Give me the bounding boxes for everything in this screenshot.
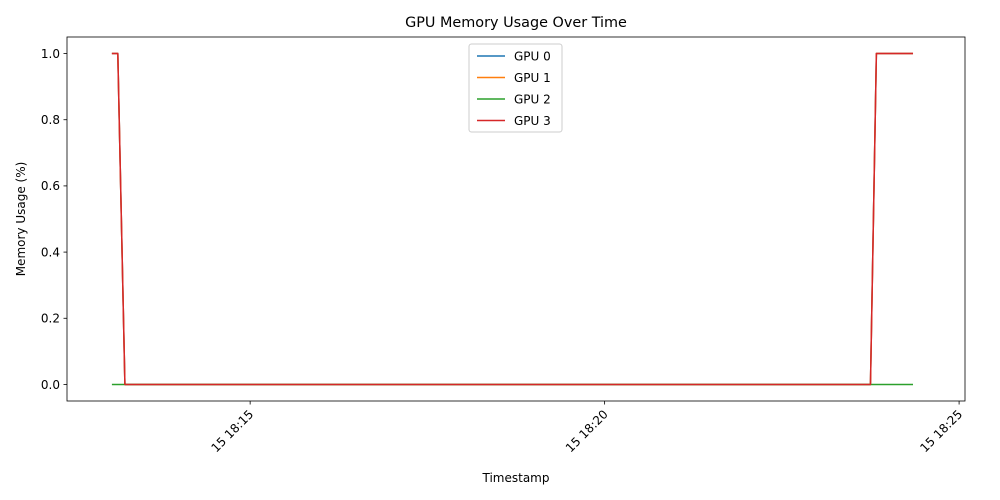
y-axis-title: Memory Usage (%): [14, 162, 28, 277]
legend-label-gpu-2: GPU 2: [514, 92, 551, 106]
x-axis-title: Timestamp: [482, 471, 550, 485]
y-tick-label: 0.4: [41, 245, 60, 259]
chart-title: GPU Memory Usage Over Time: [405, 15, 627, 31]
plot-frame: [66, 36, 966, 402]
y-tick-label: 0.8: [41, 113, 60, 127]
y-tick-label: 1.0: [41, 47, 60, 61]
series-layer: [111, 52, 914, 386]
legend-label-gpu-0: GPU 0: [514, 49, 551, 63]
y-tick-label: 0.6: [41, 179, 60, 193]
y-tick-label: 0.0: [41, 378, 60, 392]
series-line-gpu-3: [111, 52, 914, 386]
y-axis: 0.0 0.2 0.4 0.6 0.8 1.0: [41, 47, 67, 392]
legend-label-gpu-3: GPU 3: [514, 114, 551, 128]
y-tick-label: 0.2: [41, 312, 60, 326]
legend: GPU 0 GPU 1 GPU 2 GPU 3: [468, 43, 563, 133]
legend-box: [468, 43, 563, 133]
legend-label-gpu-1: GPU 1: [514, 71, 551, 85]
